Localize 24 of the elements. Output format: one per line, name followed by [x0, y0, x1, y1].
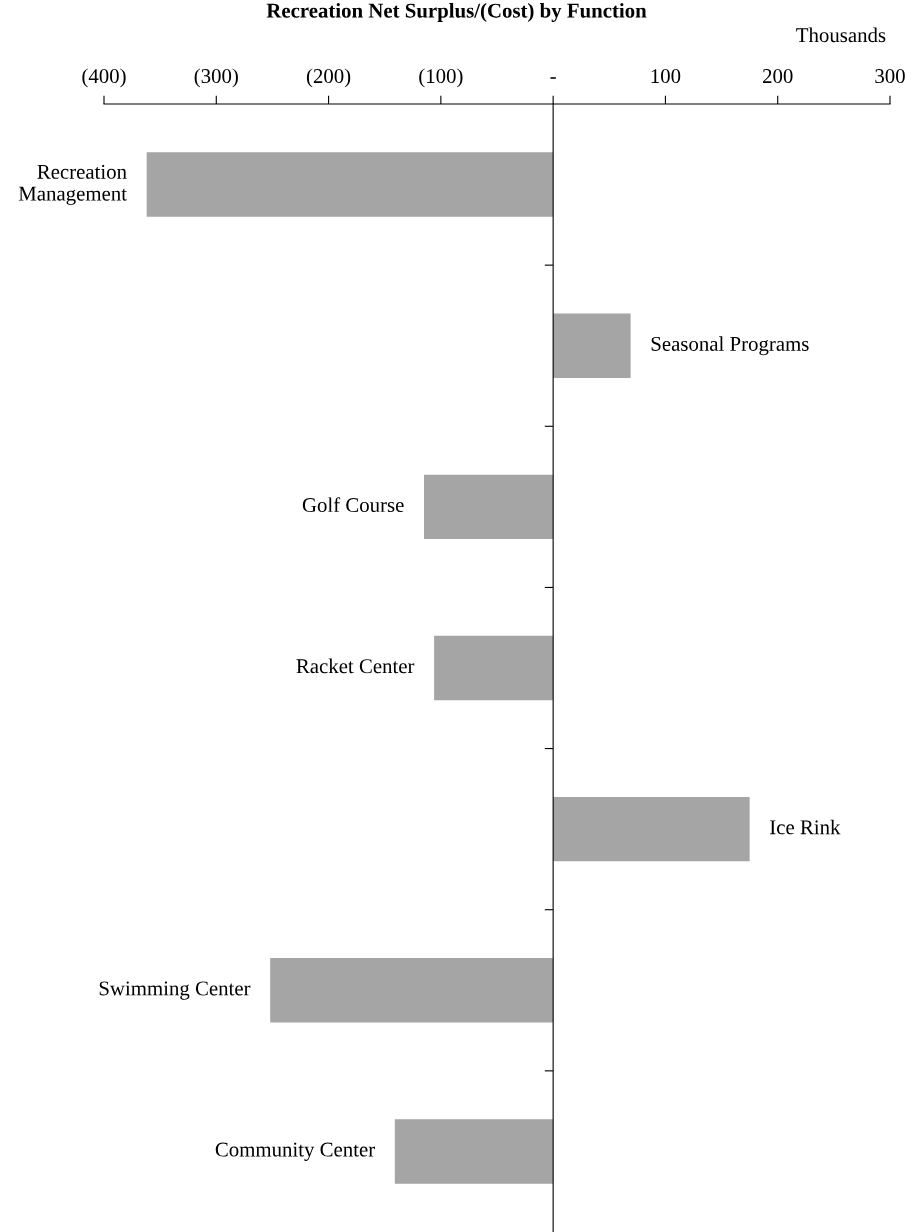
bar	[424, 474, 554, 540]
bar	[146, 152, 554, 217]
bar	[553, 313, 631, 378]
x-tick-label: (300)	[194, 68, 238, 88]
bar	[394, 1119, 554, 1184]
bar	[434, 635, 554, 701]
y-tick-label: Community Center	[215, 1142, 375, 1161]
x-tick-label: 100	[651, 69, 681, 84]
y-tick-label: Seasonal Programs	[651, 336, 809, 356]
y-tick-label: Recreation Management	[18, 164, 127, 205]
x-tick-label: -	[550, 77, 556, 79]
x-tick-label: 300	[875, 69, 905, 84]
x-tick-label: (200)	[306, 68, 351, 88]
x-tick-label: (400)	[82, 68, 126, 88]
x-axis-title: Thousands	[796, 27, 886, 43]
y-tick-label: Racket Center	[296, 658, 415, 674]
x-tick-label: (100)	[419, 68, 463, 88]
y-tick-label: Swimming Center	[99, 981, 251, 1000]
chart-title: Recreation Net Surplus/(Cost) by Function	[266, 3, 647, 22]
x-tick-label: 200	[763, 69, 793, 84]
bar	[270, 958, 554, 1023]
y-tick-label: Golf Course	[302, 497, 404, 513]
y-tick-label: Ice Rink	[770, 819, 841, 835]
bar	[553, 796, 750, 862]
